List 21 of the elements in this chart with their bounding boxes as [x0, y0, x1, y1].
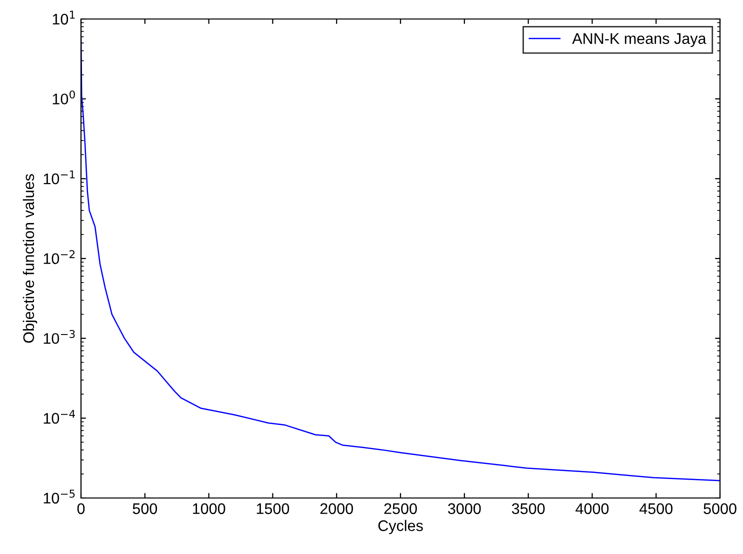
y-tick-label: 10$^{−2}$	[44, 250, 75, 264]
y-tick-label: 10$^{−1}$	[44, 170, 75, 184]
legend-label: ANN-K means Jaya	[572, 33, 706, 47]
y-tick-label: 10$^{1}$	[52, 10, 75, 25]
x-tick-label: 5000	[704, 503, 736, 514]
x-tick-label: 3000	[448, 503, 481, 514]
x-axis-title: Cycles	[378, 520, 423, 534]
y-tick-label: 10$^{0}$	[52, 90, 75, 104]
y-tick-label: 10$^{−5}$	[44, 490, 75, 504]
x-tick-label: 4500	[639, 503, 672, 514]
x-tick-label: 1000	[192, 503, 226, 514]
x-tick-label: 500	[132, 503, 158, 514]
y-tick-label: 10$^{−4}$	[44, 410, 75, 424]
x-tick-label: 1500	[256, 503, 290, 514]
x-tick-label: 2500	[384, 503, 417, 514]
x-tick-label: 3500	[512, 503, 545, 514]
y-tick-label: 10$^{−3}$	[44, 330, 75, 344]
x-tick-label: 2000	[320, 503, 353, 514]
x-tick-label: 0	[77, 503, 85, 514]
y-axis-title: Objective function values	[22, 174, 38, 343]
x-tick-label: 4000	[576, 503, 609, 514]
